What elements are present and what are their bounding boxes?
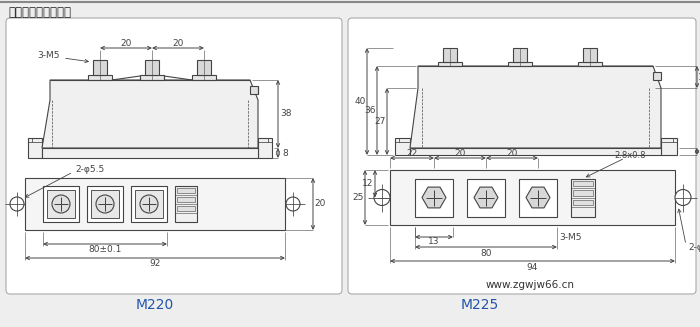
- Bar: [519, 179, 557, 216]
- Text: 80: 80: [480, 249, 491, 257]
- Circle shape: [140, 195, 158, 213]
- Text: 25: 25: [352, 193, 364, 202]
- Bar: [258, 138, 272, 158]
- Text: 3-M5: 3-M5: [38, 51, 60, 60]
- Bar: [583, 48, 597, 62]
- Bar: [135, 190, 163, 218]
- Bar: [197, 60, 211, 75]
- Text: 模块外型图、安装图: 模块外型图、安装图: [8, 7, 71, 20]
- Bar: [87, 186, 123, 222]
- Bar: [140, 75, 164, 80]
- Text: 38: 38: [280, 110, 292, 118]
- Bar: [467, 179, 505, 216]
- Text: 2-φ6.5: 2-φ6.5: [688, 243, 700, 251]
- Bar: [410, 148, 661, 155]
- Text: 8: 8: [282, 148, 288, 158]
- Bar: [395, 138, 410, 155]
- Bar: [653, 72, 661, 80]
- Bar: [25, 178, 285, 230]
- Circle shape: [96, 195, 114, 213]
- FancyBboxPatch shape: [348, 18, 696, 294]
- Text: 13: 13: [428, 237, 440, 247]
- Text: 20: 20: [172, 39, 183, 47]
- Text: 40: 40: [354, 97, 365, 106]
- Bar: [91, 190, 119, 218]
- Bar: [573, 199, 593, 205]
- Text: M220: M220: [136, 298, 174, 312]
- Bar: [177, 197, 195, 202]
- Text: 22: 22: [407, 148, 418, 158]
- Bar: [28, 138, 42, 158]
- Polygon shape: [410, 66, 661, 148]
- Circle shape: [286, 197, 300, 211]
- Text: 36: 36: [364, 106, 376, 115]
- Bar: [47, 190, 75, 218]
- Bar: [131, 186, 167, 222]
- Text: 20: 20: [120, 39, 132, 47]
- FancyBboxPatch shape: [6, 18, 342, 294]
- Bar: [661, 138, 677, 155]
- Bar: [177, 206, 195, 211]
- Text: 2.8x0.8: 2.8x0.8: [615, 150, 645, 160]
- Text: 20: 20: [506, 148, 518, 158]
- Bar: [578, 62, 602, 66]
- Bar: [513, 48, 527, 62]
- Bar: [192, 75, 216, 80]
- Bar: [145, 60, 159, 75]
- Text: 20: 20: [314, 199, 326, 209]
- Bar: [42, 148, 258, 158]
- Bar: [508, 62, 532, 66]
- Circle shape: [10, 197, 24, 211]
- Bar: [571, 179, 595, 216]
- Bar: [250, 86, 258, 94]
- Text: 27: 27: [374, 117, 386, 126]
- Bar: [438, 62, 462, 66]
- Bar: [390, 170, 675, 225]
- Text: 92: 92: [149, 260, 161, 268]
- Bar: [573, 181, 593, 186]
- Polygon shape: [42, 80, 258, 148]
- Bar: [443, 48, 457, 62]
- Bar: [175, 186, 197, 222]
- Bar: [88, 75, 112, 80]
- Bar: [573, 190, 593, 196]
- Circle shape: [52, 195, 70, 213]
- Text: 94: 94: [527, 263, 538, 271]
- Text: 12: 12: [363, 179, 374, 188]
- Text: 80±0.1: 80±0.1: [88, 246, 122, 254]
- Text: www.zgwjw66.cn: www.zgwjw66.cn: [486, 280, 575, 290]
- Bar: [93, 60, 107, 75]
- Text: 3-M5: 3-M5: [560, 232, 582, 242]
- Text: 20: 20: [454, 148, 466, 158]
- Text: 2-φ5.5: 2-φ5.5: [76, 164, 104, 174]
- Bar: [177, 188, 195, 193]
- Text: 10: 10: [699, 73, 700, 81]
- Circle shape: [374, 190, 390, 205]
- Bar: [43, 186, 79, 222]
- Circle shape: [675, 190, 691, 205]
- Text: M225: M225: [461, 298, 499, 312]
- Bar: [415, 179, 453, 216]
